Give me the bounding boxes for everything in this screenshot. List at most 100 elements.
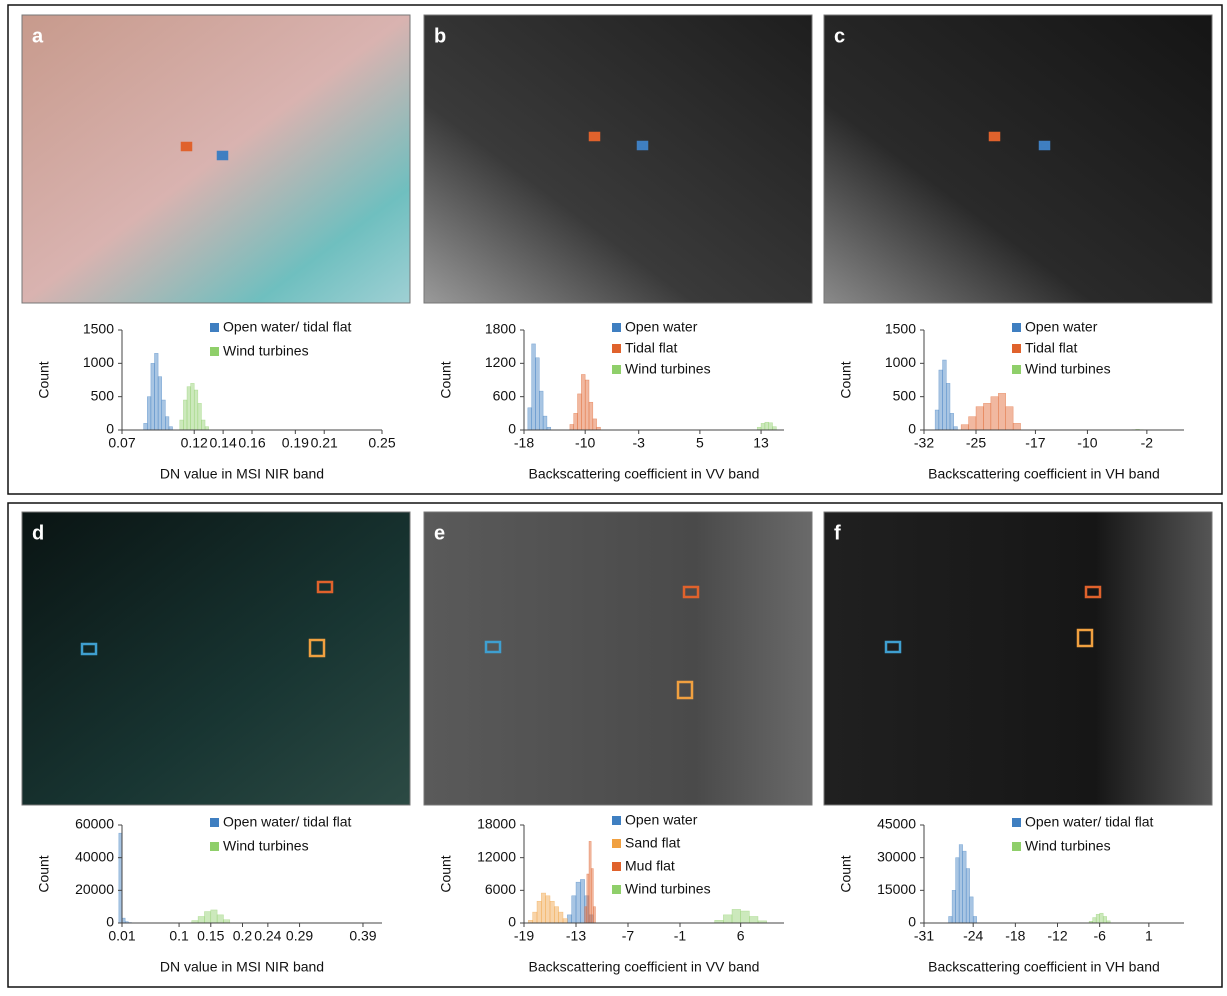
histogram-bar bbox=[591, 869, 593, 923]
x-tick-label: -19 bbox=[514, 928, 534, 944]
histogram-bar bbox=[217, 915, 223, 923]
histogram-bar bbox=[589, 841, 591, 923]
legend-label: Wind turbines bbox=[223, 838, 309, 854]
legend-label: Open water bbox=[625, 812, 698, 828]
x-tick-label: 0.21 bbox=[311, 435, 338, 451]
figure: aOpen water/ tidal flatWind turbines0.07… bbox=[0, 0, 1227, 991]
image-panel bbox=[824, 512, 1212, 805]
x-tick-label: 0.16 bbox=[238, 435, 265, 451]
x-tick-label: 0.39 bbox=[349, 928, 376, 944]
y-tick-label: 0 bbox=[106, 421, 114, 437]
histogram-bar bbox=[144, 423, 148, 430]
x-tick-label: 13 bbox=[753, 435, 769, 451]
legend-label: Tidal flat bbox=[1025, 340, 1078, 356]
x-tick-label: -3 bbox=[632, 435, 645, 451]
histogram-bar bbox=[198, 403, 202, 430]
legend-label: Mud flat bbox=[625, 858, 675, 874]
legend-swatch bbox=[612, 816, 621, 825]
histogram-bar bbox=[576, 882, 580, 923]
y-axis-title: Count bbox=[838, 855, 854, 892]
y-axis-title: Count bbox=[438, 361, 454, 398]
x-tick-label: -24 bbox=[963, 928, 983, 944]
legend-swatch bbox=[210, 323, 219, 332]
x-tick-label: 1 bbox=[1145, 928, 1153, 944]
histogram-bar bbox=[183, 400, 187, 430]
x-tick-label: 0.25 bbox=[368, 435, 395, 451]
histogram-bar bbox=[946, 383, 950, 430]
y-tick-label: 0 bbox=[908, 914, 916, 930]
region-marker bbox=[1040, 142, 1049, 149]
region-marker bbox=[638, 142, 647, 149]
panel-letter: f bbox=[834, 522, 841, 544]
histogram-bar bbox=[741, 911, 750, 923]
histogram-bar bbox=[969, 417, 976, 430]
histogram-bar bbox=[991, 397, 998, 430]
y-tick-label: 0 bbox=[106, 914, 114, 930]
histogram-bar bbox=[533, 912, 537, 923]
panel-letter: e bbox=[434, 522, 445, 544]
histogram-bar bbox=[580, 879, 584, 923]
histogram-bar bbox=[983, 403, 990, 430]
x-tick-label: -12 bbox=[1047, 928, 1067, 944]
legend-swatch bbox=[612, 885, 621, 894]
histogram-bar bbox=[1006, 407, 1013, 430]
histogram-bar bbox=[723, 915, 732, 923]
x-tick-label: -31 bbox=[914, 928, 934, 944]
panel-letter: d bbox=[32, 522, 44, 544]
histogram-bar bbox=[535, 358, 539, 430]
legend-label: Sand flat bbox=[625, 835, 680, 851]
x-tick-label: 0.2 bbox=[233, 928, 253, 944]
legend-swatch bbox=[210, 818, 219, 827]
histogram-bar bbox=[939, 370, 943, 430]
panel-letter: b bbox=[434, 25, 446, 47]
x-tick-label: -1 bbox=[674, 928, 687, 944]
x-tick-label: 0.12 bbox=[181, 435, 208, 451]
legend-swatch bbox=[1012, 365, 1021, 374]
y-tick-label: 0 bbox=[508, 421, 516, 437]
legend-label: Wind turbines bbox=[223, 343, 309, 359]
y-tick-label: 18000 bbox=[477, 816, 516, 832]
legend-swatch bbox=[1012, 323, 1021, 332]
image-panel bbox=[824, 15, 1212, 303]
y-tick-label: 0 bbox=[908, 421, 916, 437]
histogram-bar bbox=[543, 416, 547, 430]
y-tick-label: 1000 bbox=[83, 354, 114, 370]
histogram-bar bbox=[567, 915, 571, 923]
x-tick-label: 6 bbox=[737, 928, 745, 944]
image-panel bbox=[424, 512, 812, 805]
histogram-bar bbox=[151, 363, 155, 430]
histogram-bar bbox=[570, 424, 574, 430]
legend-label: Tidal flat bbox=[625, 340, 678, 356]
histogram-bar bbox=[191, 383, 195, 430]
histogram-bar bbox=[550, 901, 554, 923]
histogram-bar bbox=[165, 417, 169, 430]
histogram-bar bbox=[546, 896, 550, 923]
legend-label: Open water/ tidal flat bbox=[1025, 814, 1154, 830]
histogram-bar bbox=[765, 422, 769, 430]
y-tick-label: 20000 bbox=[75, 881, 114, 897]
x-axis-title: Backscattering coefficient in VV band bbox=[529, 466, 760, 482]
x-axis-title: Backscattering coefficient in VH band bbox=[928, 466, 1160, 482]
legend-swatch bbox=[1012, 818, 1021, 827]
histogram-bar bbox=[563, 919, 567, 923]
x-tick-label: 5 bbox=[696, 435, 704, 451]
legend-label: Wind turbines bbox=[625, 361, 711, 377]
x-tick-label: -25 bbox=[966, 435, 986, 451]
histogram-bar bbox=[949, 916, 953, 923]
legend-swatch bbox=[612, 365, 621, 374]
x-tick-label: 0.19 bbox=[282, 435, 309, 451]
histogram-bar bbox=[976, 407, 983, 430]
histogram-bar bbox=[966, 869, 970, 923]
histogram-bar bbox=[158, 377, 162, 430]
histogram-bar bbox=[585, 380, 589, 430]
x-tick-label: -2 bbox=[1141, 435, 1154, 451]
x-tick-label: 0.24 bbox=[254, 928, 281, 944]
legend-label: Open water/ tidal flat bbox=[223, 319, 352, 335]
histogram-bar bbox=[935, 410, 939, 430]
legend-swatch bbox=[612, 344, 621, 353]
y-tick-label: 40000 bbox=[75, 848, 114, 864]
histogram-bar bbox=[749, 916, 758, 923]
legend-swatch bbox=[612, 323, 621, 332]
histogram-bar bbox=[732, 909, 741, 923]
histogram-bar bbox=[554, 907, 558, 923]
